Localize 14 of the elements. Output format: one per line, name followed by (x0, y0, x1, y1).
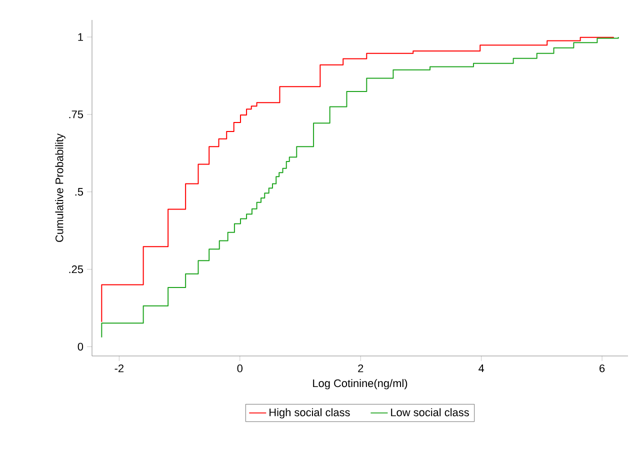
x-tick-label: 6 (600, 364, 605, 372)
y-tick-label: 0 (78, 342, 84, 351)
y-tick-label: .25 (69, 265, 84, 274)
x-tick-label: -2 (114, 364, 124, 372)
x-axis-title: Log Cotinine(ng/ml) (313, 379, 408, 390)
y-tick-label: .75 (69, 110, 84, 118)
y-tick-label: 1 (78, 33, 83, 41)
x-tick-label: 0 (237, 364, 242, 372)
x-tick-label: 4 (478, 364, 484, 372)
y-axis-title: Cumulative Probability (55, 134, 66, 242)
y-tick-label: .5 (75, 188, 84, 196)
legend-label: Low social class (391, 408, 469, 416)
legend-label: High social class (270, 408, 350, 418)
x-tick-label: 2 (358, 364, 364, 372)
